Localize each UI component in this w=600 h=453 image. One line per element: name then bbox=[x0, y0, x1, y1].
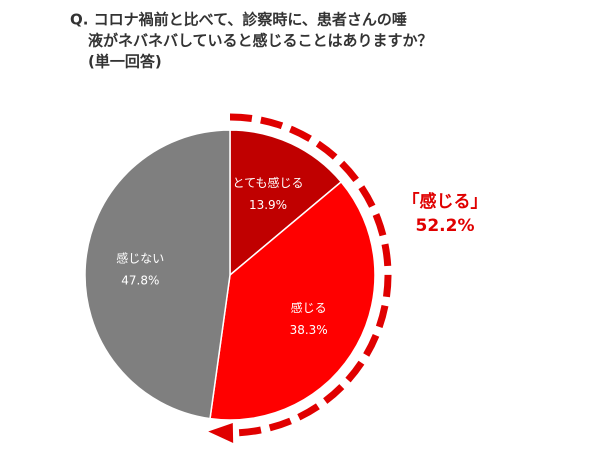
title-line: Q. コロナ禍前と比べて、診察時に、患者さんの唾 bbox=[70, 11, 407, 29]
pie-slice bbox=[84, 129, 231, 420]
slice-value: 38.3% bbox=[290, 323, 328, 337]
annotation-value: 52.2% bbox=[416, 216, 475, 236]
slice-value: 47.8% bbox=[121, 273, 159, 287]
annotation-label: 「感じる」 bbox=[403, 191, 488, 212]
annotation-arrowhead bbox=[208, 422, 234, 443]
slice-category: 感じない bbox=[116, 250, 164, 265]
title-line: 液がネバネバしていると感じることはありますか？ bbox=[88, 32, 433, 50]
pie-slice bbox=[229, 129, 343, 277]
annotation-arc bbox=[227, 113, 392, 437]
slice-category: 感じる bbox=[291, 300, 327, 315]
title-line: (単一回答) bbox=[88, 53, 162, 71]
pie-slice bbox=[209, 180, 376, 421]
slice-value: 13.9% bbox=[249, 198, 287, 212]
slice-category: とても感じる bbox=[232, 175, 303, 190]
